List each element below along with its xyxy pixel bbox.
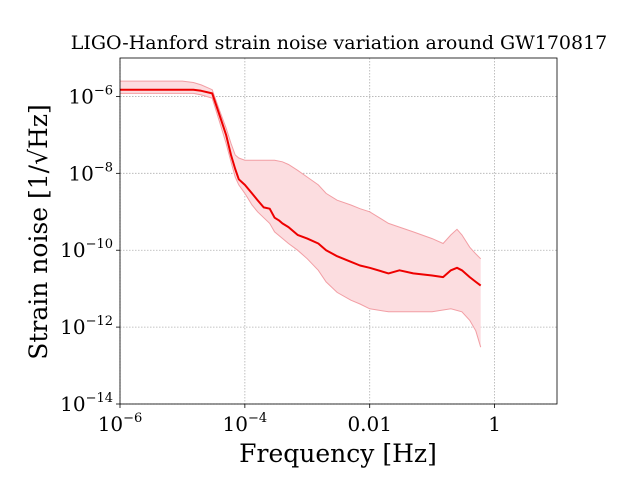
x-tick-label-exponent: −6	[123, 411, 142, 426]
y-tick-label-base: 10	[68, 161, 93, 185]
y-tick-label: 10−8	[68, 160, 113, 185]
y-tick-label-base: 10	[68, 84, 93, 108]
y-tick-label-exponent: −8	[94, 160, 113, 175]
y-tick-label-exponent: −10	[86, 237, 113, 252]
x-tick-label-base: 1	[488, 412, 501, 436]
x-axis-label: Frequency [Hz]	[239, 439, 437, 468]
x-tick-label: 10−4	[223, 411, 268, 436]
x-tick-label: 1	[488, 412, 501, 436]
upper-noise-bound	[120, 80, 482, 260]
median-noise-path	[120, 88, 482, 287]
y-axis-label: Strain noise [1/√Hz]	[24, 104, 53, 360]
y-tick-label-exponent: −6	[94, 83, 113, 98]
x-tick-label-exponent: −4	[248, 411, 267, 426]
x-tick-label-base: 0.01	[347, 412, 392, 436]
x-tick-label-base: 10	[223, 412, 248, 436]
y-tick-label-base: 10	[60, 392, 85, 416]
lower-noise-bound	[120, 92, 482, 348]
noise-variation-band	[120, 80, 482, 348]
y-tick-label: 10−12	[60, 314, 113, 339]
y-tick-label-base: 10	[60, 238, 85, 262]
y-tick-label-base: 10	[60, 315, 85, 339]
x-tick-label-base: 10	[98, 412, 123, 436]
y-tick-label: 10−10	[60, 237, 113, 262]
y-tick-label-exponent: −12	[86, 314, 113, 329]
y-tick-label-exponent: −14	[86, 391, 113, 406]
chart-title: LIGO-Hanford strain noise variation arou…	[71, 32, 608, 54]
median-noise-line	[120, 88, 482, 287]
x-tick-label: 10−6	[98, 411, 143, 436]
noise-envelope-fill	[120, 81, 481, 348]
y-tick-label: 10−6	[68, 83, 113, 108]
x-tick-label: 0.01	[347, 412, 392, 436]
plot-frame	[119, 57, 558, 405]
y-tick-label: 10−14	[60, 391, 113, 416]
